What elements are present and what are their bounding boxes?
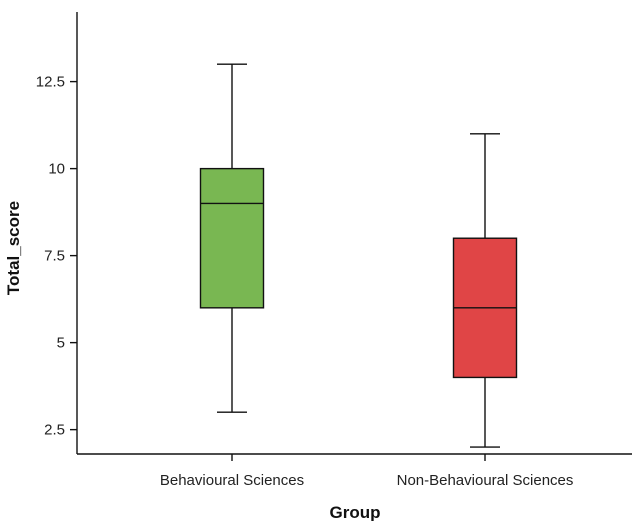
x-tick-label: Behavioural Sciences	[160, 472, 304, 489]
y-axis: 2.5 5 7.5 10 12.5	[36, 12, 78, 454]
y-tick-label: 7.5	[44, 248, 65, 265]
x-tick-label: Non-Behavioural Sciences	[397, 472, 574, 489]
y-tick-label: 10	[48, 161, 65, 178]
y-tick-label: 5	[57, 335, 65, 352]
plot-area	[199, 63, 518, 448]
box-2	[452, 133, 518, 448]
y-tick-label: 2.5	[44, 422, 65, 439]
box-1	[199, 63, 265, 413]
y-axis-title: Total_score	[4, 201, 23, 295]
iqr-box	[199, 167, 265, 309]
y-tick-label: 12.5	[36, 74, 65, 91]
x-axis: Behavioural Sciences Non-Behavioural Scie…	[77, 453, 632, 489]
x-axis-title: Group	[330, 503, 381, 521]
